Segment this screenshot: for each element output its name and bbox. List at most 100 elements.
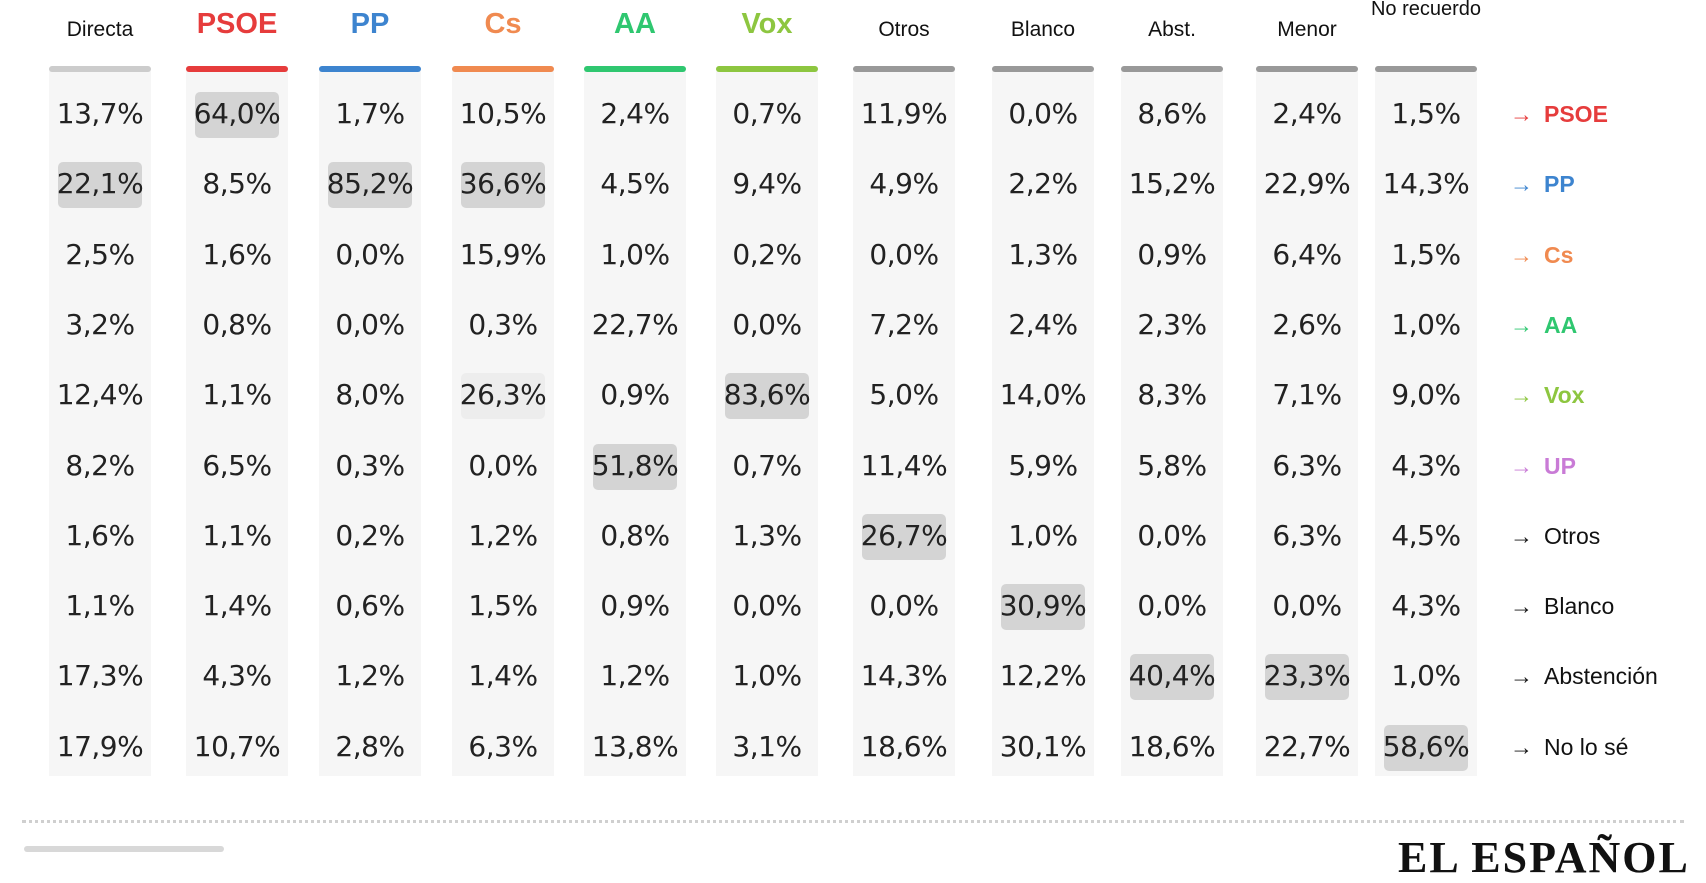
table-cell: 1,5% [1391,97,1461,130]
column-color-bar [716,66,818,72]
row-label-text: Cs [1544,241,1574,268]
highlight-box [328,162,412,209]
column-header: Blanco [1010,18,1076,41]
table-cell: 0,0% [869,589,939,623]
table-cell: 12,2% [999,659,1087,693]
table-cell: 15,9% [459,237,547,271]
table-cell: 11,4% [860,448,948,482]
table-cell: 1,5% [468,589,538,623]
highlight-box [461,162,545,209]
column-header: Directa [66,18,134,41]
column-color-bar [1121,66,1223,72]
row-label-text: Abstención [1544,663,1658,690]
table-cell: 8,2% [65,448,135,482]
table-cell: 2,4% [1008,307,1078,341]
table-cell: 5,9% [1008,448,1078,482]
highlight-box [1265,654,1349,701]
column-header: No recuerdo [1370,0,1482,20]
table-cell: 0,9% [1137,237,1207,271]
table-cell: 36,6% [459,167,547,201]
table-cell: 0,0% [468,448,538,482]
arrow-right-icon: → [1510,171,1533,198]
table-cell: 8,3% [1137,378,1207,412]
footer-source [24,846,224,852]
table-cell: 85,2% [326,167,414,201]
arrow-right-icon: → [1510,663,1533,690]
table-cell: 5,0% [869,378,939,412]
table-cell: 0,9% [600,589,670,623]
table-cell: 1,7% [335,97,405,130]
table-cell: 0,3% [335,448,405,482]
column-color-bar [452,66,554,72]
row-label: → No lo sé [1510,734,1628,761]
el-espanol-logo: EL ESPAÑOL [1398,833,1690,882]
row-label-text: PP [1544,171,1575,198]
table-cell: 6,3% [1272,518,1342,552]
arrow-right-icon: → [1510,452,1533,479]
table-cell: 23,3% [1263,659,1351,693]
column-color-bar [1375,66,1477,72]
row-label: → UP [1510,453,1576,480]
highlight-box [1384,724,1468,771]
table-cell: 6,4% [1272,237,1342,271]
transfer-table: Directa PSOE PP Cs AA Vox Otros Blanco Abst. Meno… [49,0,1658,776]
table-cell: 3,1% [732,729,802,763]
table-cell: 0,0% [335,237,405,271]
column-background [853,68,955,776]
table-cell: 0,0% [1272,589,1342,623]
table-cell: 1,4% [202,589,272,623]
highlight-box [195,92,279,138]
table-cell: 0,0% [1137,589,1207,623]
table-cell: 1,1% [65,589,135,623]
row-label: → Cs [1510,242,1573,269]
table-cell: 1,3% [1008,237,1078,271]
table-cell: 2,5% [65,237,135,271]
table-cell: 0,0% [732,589,802,623]
table-cell: 9,0% [1391,378,1461,412]
table-cell: 0,2% [732,237,802,271]
table-cell: 6,5% [202,448,272,482]
table-cell: 2,2% [1008,167,1078,201]
table-cell: 26,7% [860,518,948,552]
table-cell: 0,0% [869,237,939,271]
table-cell: 14,0% [999,378,1087,412]
row-label: → Vox [1510,382,1584,409]
table-cell: 1,0% [1008,518,1078,552]
dotted-divider [22,820,1684,823]
table-cell: 8,0% [335,378,405,412]
row-label-text: PSOE [1544,101,1608,127]
table-cell: 40,4% [1128,659,1216,693]
table-cell: 0,8% [202,307,272,341]
table-cell: 1,6% [202,237,272,271]
table-cell: 18,6% [1128,729,1216,763]
table-cell: 9,4% [732,167,802,201]
row-label-text: AA [1544,311,1578,338]
table-cell: 8,5% [202,167,272,201]
arrow-right-icon: → [1510,522,1533,549]
highlight-box [1130,654,1214,701]
table-cell: 8,6% [1137,97,1207,130]
table-cell: 4,3% [1391,589,1461,623]
table-cell: 4,5% [600,167,670,201]
table-cell: 11,9% [860,97,948,130]
table-cell: 6,3% [468,729,538,763]
table-cell: 1,1% [202,518,272,552]
table-cell: 0,2% [335,518,405,552]
arrow-right-icon: → [1510,241,1533,268]
column-color-bar [853,66,955,72]
column-color-bar [1256,66,1358,72]
column-background [584,68,686,776]
table-cell: 3,2% [65,307,135,341]
table-cell: 0,9% [600,378,670,412]
table-cell: 0,6% [335,589,405,623]
table-cell: 22,9% [1263,167,1351,201]
column-header: Menor [1277,18,1337,41]
highlight-box [725,373,809,420]
table-cell: 7,2% [869,307,939,341]
table-cell: 5,8% [1137,448,1207,482]
table-cell: 0,7% [732,448,802,482]
highlight-box [58,162,142,209]
table-cell: 0,7% [732,97,802,130]
table-cell: 26,3% [459,378,547,412]
table-cell: 22,7% [1263,729,1351,763]
